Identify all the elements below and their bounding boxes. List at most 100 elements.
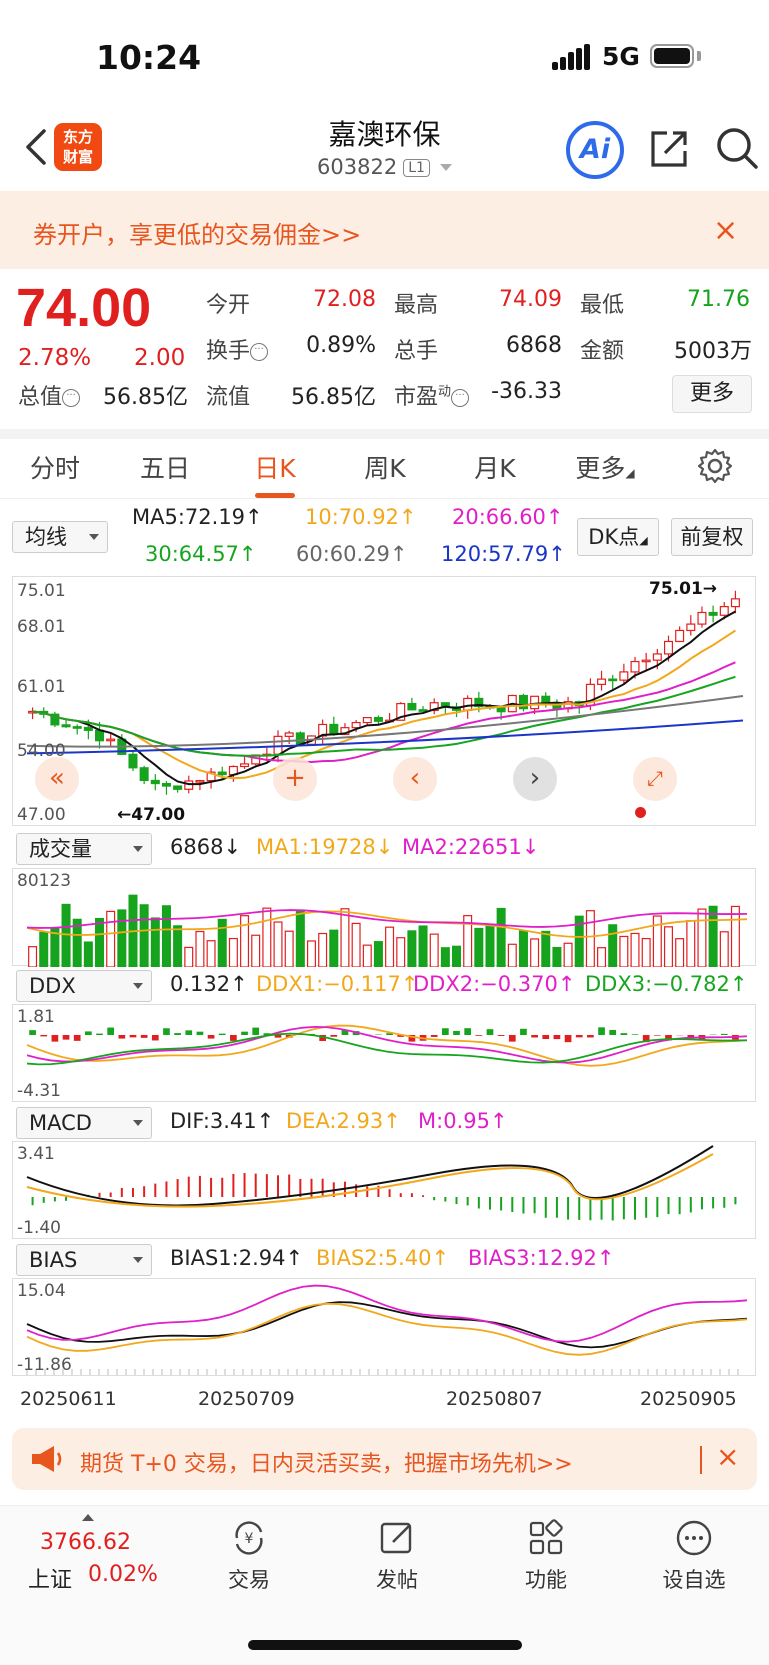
ddx-bar: [274, 1035, 282, 1038]
ai-button[interactable]: Ai: [566, 121, 624, 179]
bias3-line: [26, 1284, 748, 1343]
kline-chart[interactable]: 75.01 68.01 61.01 54.00 47.00 75.01→ ←47…: [12, 576, 756, 826]
stock-code-selector[interactable]: 603822 L1: [0, 155, 769, 179]
volume-bar: [663, 926, 673, 967]
back-icon[interactable]: [18, 127, 58, 167]
caret-up-icon: [82, 1514, 94, 1521]
volume-select[interactable]: 成交量: [16, 833, 152, 865]
next-icon[interactable]: ›: [513, 757, 557, 801]
min-price-mark: ←47.00: [117, 805, 186, 825]
bias1-value: BIAS1:2.94↑: [170, 1246, 304, 1270]
candle-body: [95, 729, 105, 742]
tabbar-post[interactable]: 发帖: [347, 1518, 447, 1594]
ma-select[interactable]: 均线: [12, 521, 108, 553]
dk-point-button[interactable]: DK点◢: [577, 518, 659, 556]
bias-y-top: 15.04: [17, 1281, 66, 1301]
info-icon: ···: [250, 343, 269, 361]
bias-y-bottom: -11.86: [17, 1355, 72, 1375]
ddx-bar: [430, 1035, 438, 1037]
candle-body: [418, 709, 428, 712]
tabbar-functions[interactable]: 功能: [496, 1518, 596, 1594]
tab-daily-k[interactable]: 日K: [254, 454, 296, 483]
tab-more[interactable]: 更多◢: [562, 439, 648, 499]
candle-body: [474, 697, 484, 708]
ddx-chart[interactable]: 1.81 -4.31: [12, 1004, 756, 1102]
pe-sup: 动: [438, 384, 452, 400]
prev-icon[interactable]: ‹: [393, 757, 437, 801]
tab-monthly-k[interactable]: 月K: [474, 454, 516, 483]
candle-body: [608, 678, 618, 682]
bias-chart[interactable]: 15.04 -11.86: [12, 1278, 756, 1376]
more-button[interactable]: 更多: [672, 375, 752, 413]
open-label: 今开: [206, 293, 251, 318]
volume-bar: [530, 938, 540, 967]
close-icon[interactable]: ×: [716, 1440, 740, 1473]
volume-bar: [407, 930, 417, 967]
volume-bar: [697, 908, 707, 967]
close-icon[interactable]: ×: [713, 213, 739, 248]
ddx-bar: [151, 1035, 159, 1041]
adjust-button[interactable]: 前复权: [671, 518, 753, 556]
volume-bar: [541, 930, 551, 967]
tabbar-watchlist[interactable]: 设自选: [644, 1518, 744, 1594]
index-value[interactable]: 3766.62: [40, 1530, 131, 1555]
candle-body: [206, 771, 216, 782]
volume-bar: [641, 937, 651, 967]
search-icon[interactable]: [714, 125, 760, 171]
ma-line-5: [32, 610, 736, 786]
macd-chart[interactable]: 3.41 -1.40: [12, 1141, 756, 1239]
futures-banner[interactable]: 期货 T+0 交易，日内灵活买卖，把握市场先机>> ×: [12, 1428, 757, 1490]
volume-bar: [652, 915, 662, 967]
pe-label[interactable]: 市盈动 ···: [394, 379, 470, 411]
divider: [0, 429, 769, 439]
open-value: 72.08: [313, 287, 376, 312]
volume-chart[interactable]: 80123: [12, 868, 756, 967]
ddx-bar: [73, 1035, 81, 1041]
volume-bar: [496, 907, 506, 967]
gear-icon[interactable]: [695, 446, 735, 486]
ddx-bar: [107, 1027, 115, 1035]
date-label: 20250905: [640, 1388, 737, 1410]
mktcap-label[interactable]: 总值 ···: [18, 379, 81, 411]
candle-body: [518, 694, 528, 710]
promo-banner[interactable]: 券开户，享更低的交易佣金>> ×: [0, 191, 769, 269]
volume-bar: [585, 910, 595, 967]
ddx-select[interactable]: DDX: [16, 970, 152, 1002]
volume-bar: [675, 938, 685, 967]
promo-text: 券开户，享更低的交易佣金>>: [33, 221, 362, 249]
candle-body: [530, 695, 540, 710]
more-dots-icon: [676, 1520, 712, 1556]
candle-body: [318, 723, 328, 737]
tab-weekly-k[interactable]: 周K: [364, 454, 406, 483]
high-label: 最高: [394, 293, 439, 318]
candle-body: [730, 598, 740, 608]
ddx1-value: DDX1:−0.117↑: [256, 972, 419, 996]
tab-intraday[interactable]: 分时: [29, 454, 80, 483]
date-label: 20250611: [20, 1388, 117, 1410]
dk-label: DK点: [588, 525, 640, 549]
ddx-bar: [341, 1029, 349, 1035]
tab-five-day[interactable]: 五日: [139, 454, 190, 483]
tabbar-trade-label: 交易: [228, 1568, 270, 1592]
ma-line-30: [32, 675, 736, 757]
zoom-in-icon[interactable]: +: [273, 757, 317, 801]
bias2-value: BIAS2:5.40↑: [316, 1246, 450, 1270]
macd-dea-line: [26, 1153, 714, 1208]
trade-icon: ¥: [235, 1521, 263, 1555]
ddx-y-top: 1.81: [17, 1007, 55, 1027]
tabbar-trade[interactable]: ¥ 交易: [199, 1518, 299, 1594]
ddx-bar: [609, 1029, 617, 1035]
tabbar-watchlist-label: 设自选: [662, 1568, 726, 1592]
turnover-label[interactable]: 换手 ···: [206, 333, 269, 365]
volume-ma2-line: [26, 909, 748, 929]
logo-text-2: 财富: [62, 148, 93, 166]
macd-select[interactable]: MACD: [16, 1107, 152, 1139]
scroll-left-fast-icon[interactable]: «: [35, 757, 79, 801]
volume-bar: [474, 927, 484, 967]
bias-select[interactable]: BIAS: [16, 1244, 152, 1276]
ddx-select-label: DDX: [29, 974, 76, 998]
info-icon: ···: [451, 389, 470, 407]
fullscreen-icon[interactable]: ⤢: [633, 757, 677, 801]
share-icon[interactable]: [647, 127, 691, 171]
stock-code: 603822: [317, 155, 398, 179]
